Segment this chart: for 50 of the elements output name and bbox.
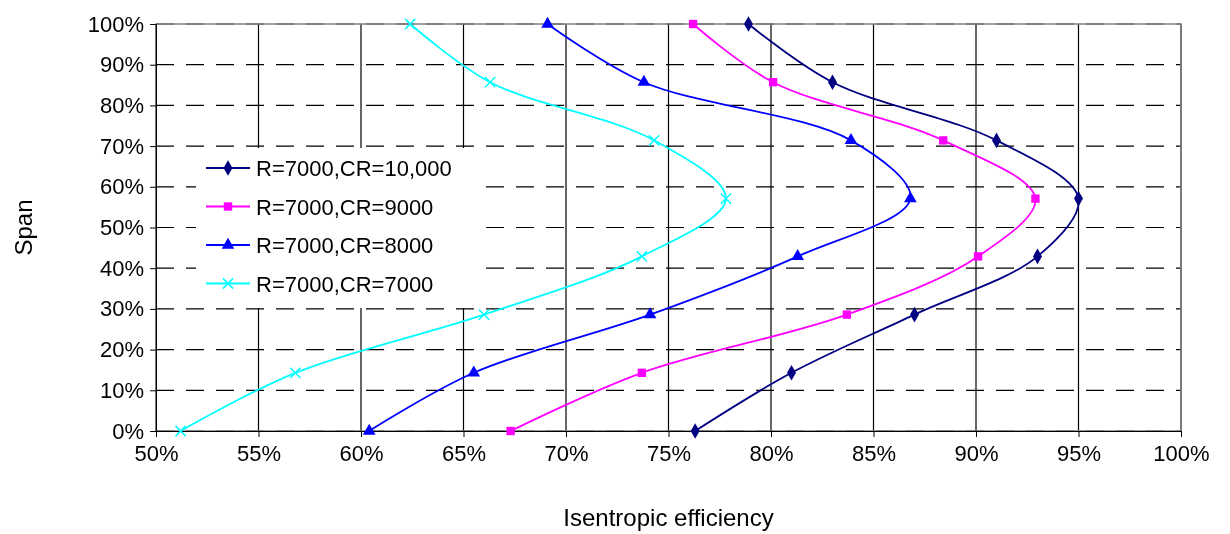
y-tick-label: 30% [99,296,144,322]
point [648,134,661,147]
legend-label: R=7000,CR=9000 [256,194,434,220]
point [643,307,657,319]
point [174,425,187,437]
point [904,191,917,203]
x-tick-label: 60% [339,440,384,466]
y-tick-label: 70% [99,133,144,159]
y-tick-label: 90% [99,52,144,78]
point [768,78,778,87]
point [844,133,858,145]
legend-label: R=7000,CR=10,000 [256,156,452,181]
x-tick-label: 100% [1153,440,1210,466]
point [506,426,515,436]
x-tick-label: 90% [954,440,999,466]
point [635,250,648,263]
point [289,366,302,379]
y-axis-title: Span [10,199,37,256]
point [842,310,852,319]
legend-label: R=7000,CR=7000 [256,271,434,297]
y-tick-label: 80% [99,92,144,118]
x-tick-label: 95% [1056,440,1102,466]
x-tick-label: 75% [646,440,692,466]
point [404,18,417,30]
legend-label: R=7000,CR=8000 [256,233,434,258]
point [362,423,376,435]
x-tick-label: 55% [236,440,282,466]
y-tick-label: 20% [99,337,144,363]
point [541,16,554,28]
point [467,365,481,377]
x-axis-title: Isentropic efficiency [563,504,774,531]
point [939,136,948,145]
y-tick-label: 10% [99,377,144,403]
point [637,74,651,86]
y-tick-label: 100% [87,11,144,37]
x-tick-label: 85% [851,440,897,466]
point [791,249,805,261]
y-tick-label: 40% [99,255,144,281]
point [484,76,497,89]
point [1031,194,1040,203]
point [973,252,983,261]
point [720,192,732,205]
x-tick-label: 80% [749,440,794,466]
point [478,308,490,321]
y-tick-label: 50% [99,215,144,241]
y-tick-label: 60% [99,174,144,200]
point [637,368,647,377]
x-tick-label: 65% [441,440,487,466]
point [688,19,698,29]
x-tick-label: 70% [544,440,589,466]
